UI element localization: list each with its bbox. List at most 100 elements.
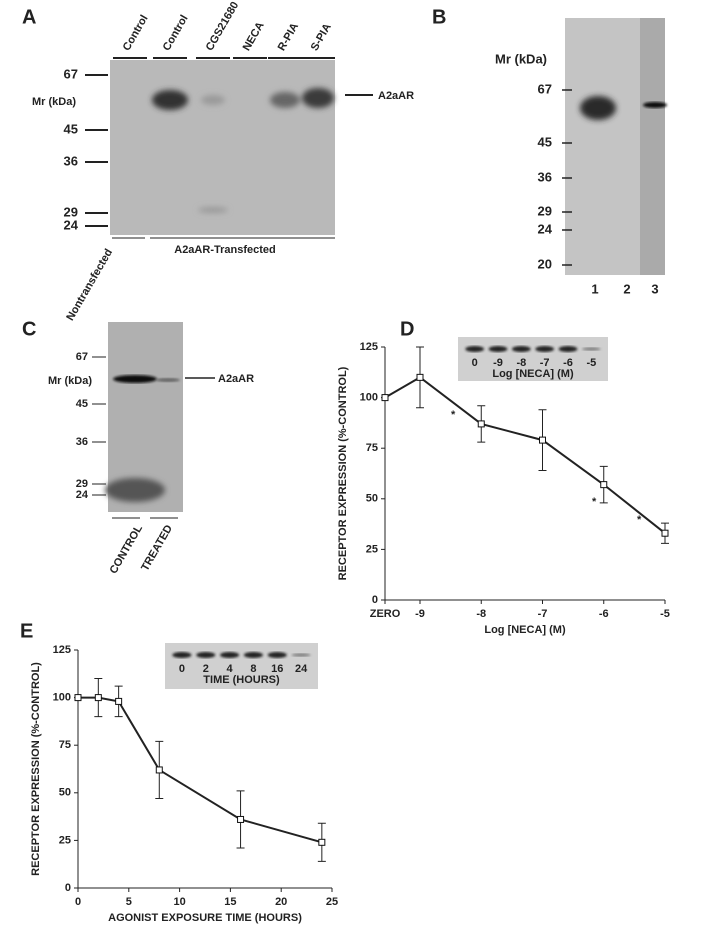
inset-band (582, 347, 601, 351)
data-point (115, 697, 123, 705)
marker-label: 29 (76, 478, 88, 490)
inset-band (243, 652, 263, 658)
marker-label: 36 (64, 153, 78, 168)
x-tick-label: 15 (224, 896, 236, 908)
inset-lane-label: 0 (472, 357, 478, 369)
inset-lane-label: -9 (493, 357, 503, 369)
panel-label: B (432, 6, 446, 28)
marker-label: 45 (76, 398, 88, 410)
x-tick-label: 0 (75, 896, 81, 908)
x-axis-label: Log [NECA] (M) (484, 624, 566, 636)
marker-label: 67 (538, 81, 552, 96)
x-tick-label: ZERO (370, 608, 401, 620)
marker-label: 24 (64, 217, 79, 232)
inset-lane-label: 2 (203, 663, 209, 675)
inset-lane-label: -5 (586, 357, 596, 369)
inset-blot (458, 337, 608, 381)
data-point (74, 694, 82, 702)
y-tick-label: 25 (59, 834, 71, 846)
lane-label: S-PIA (309, 21, 334, 52)
bands (152, 88, 334, 213)
y-tick-label: 50 (366, 493, 378, 505)
y-tick-label: 25 (366, 543, 378, 555)
inset-label: TIME (HOURS) (203, 674, 280, 686)
y-tick-label: 75 (366, 442, 378, 454)
y-tick-label: 0 (65, 882, 71, 894)
x-tick-label: -7 (538, 608, 548, 620)
lane-label: 2 (623, 281, 630, 296)
data-point (94, 694, 102, 702)
inset-band (291, 653, 311, 657)
y-tick-label: 125 (53, 644, 71, 656)
x-tick-label: 10 (173, 896, 185, 908)
x-tick-label: -5 (660, 608, 670, 620)
group-label: Nontransfected (64, 247, 115, 323)
inset-lane-label: 24 (295, 663, 308, 675)
marker-label: 29 (538, 203, 552, 218)
blot (110, 60, 335, 235)
annotation: * (637, 514, 642, 526)
data-point (381, 394, 389, 402)
inset-lane-label: 0 (179, 663, 185, 675)
y-tick-label: 100 (360, 392, 378, 404)
marker-label: 24 (538, 221, 553, 236)
panel-label: C (22, 318, 36, 340)
inset-blot (165, 643, 318, 689)
annotation: * (451, 409, 456, 421)
inset-band (172, 652, 192, 658)
band-label: A2aAR (378, 90, 414, 102)
marker-label: 36 (76, 436, 88, 448)
band (156, 378, 180, 382)
inset-band (511, 346, 531, 352)
y-axis-label: RECEPTOR EXPRESSION (%-CONTROL) (337, 366, 349, 580)
data-line (78, 696, 323, 844)
inset-band (220, 652, 240, 658)
data-point (416, 373, 424, 381)
mr-label: Mr (kDa) (495, 51, 547, 66)
x-tick-label: 5 (126, 896, 132, 908)
y-axis-label: RECEPTOR EXPRESSION (%-CONTROL) (30, 662, 42, 876)
panel-label: A (22, 6, 36, 28)
mr-label: Mr (kDa) (32, 96, 76, 108)
marker-label: 36 (538, 169, 552, 184)
data-point (155, 766, 163, 774)
smear (105, 478, 165, 502)
inset-lane-label: 4 (227, 663, 234, 675)
lane-label: 3 (651, 281, 658, 296)
lane-label: TREATED (139, 523, 175, 573)
y-tick-label: 100 (53, 692, 71, 704)
lane-label: Control (161, 13, 191, 53)
y-tick-label: 125 (360, 341, 378, 353)
data-point (237, 815, 245, 823)
marker-label: 67 (64, 66, 78, 81)
inset-lane-label: -7 (540, 357, 550, 369)
marker-label: 67 (76, 351, 88, 363)
data-point (477, 420, 485, 428)
inset-lane-label: 16 (271, 663, 283, 675)
annotation: * (592, 496, 597, 508)
blot-lane (640, 18, 665, 275)
inset-band (267, 652, 287, 658)
inset-band (488, 346, 508, 352)
x-tick-label: -9 (415, 608, 425, 620)
marker-label: 29 (64, 204, 78, 219)
panel-label: D (400, 318, 414, 340)
inset-lane-label: -8 (516, 357, 526, 369)
x-axis-label: AGONIST EXPOSURE TIME (HOURS) (108, 912, 302, 924)
band (643, 102, 667, 108)
lane-label: NECA (241, 20, 267, 53)
lane-label: R-PIA (276, 21, 301, 53)
band (580, 96, 616, 120)
marker-label: 20 (538, 256, 552, 271)
inset-band (558, 346, 578, 352)
panel-label: E (20, 620, 33, 642)
inset-band (196, 652, 216, 658)
inset-band (535, 346, 555, 352)
x-tick-label: -6 (599, 608, 609, 620)
x-tick-label: 20 (275, 896, 287, 908)
y-tick-label: 75 (59, 739, 71, 751)
y-tick-label: 0 (372, 594, 378, 606)
band (113, 375, 157, 383)
